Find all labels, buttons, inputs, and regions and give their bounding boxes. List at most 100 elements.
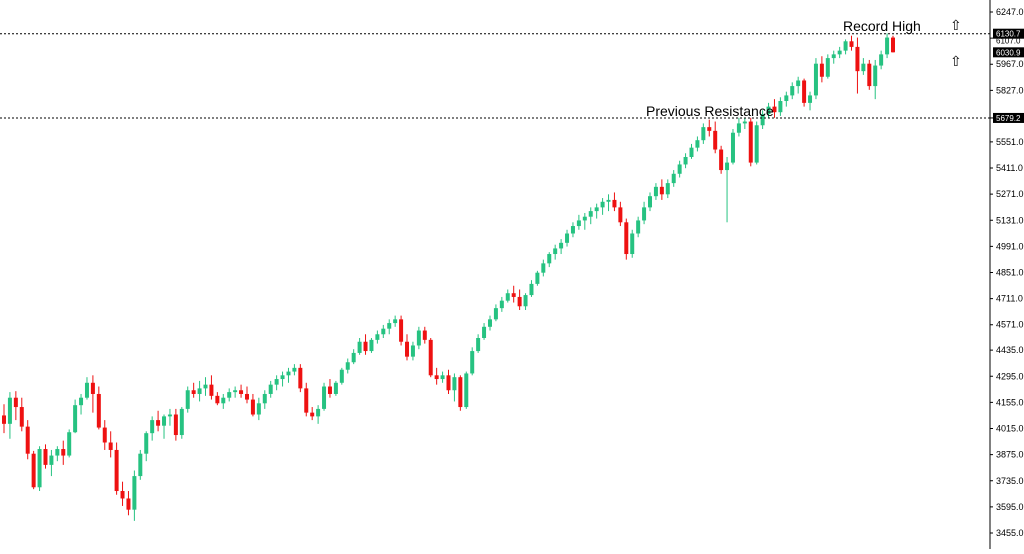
candle <box>19 397 24 432</box>
candle-body <box>713 130 718 150</box>
candle-body <box>665 183 670 195</box>
candle-body <box>405 341 410 357</box>
candle <box>730 129 735 165</box>
candle <box>725 156 730 223</box>
candle <box>410 341 415 361</box>
candle-body <box>855 46 860 72</box>
candle-body <box>381 328 386 335</box>
candle-body <box>885 37 890 55</box>
candle <box>203 377 208 396</box>
candle-body <box>209 384 214 396</box>
candle <box>707 119 712 137</box>
candle-body <box>90 382 95 394</box>
candle <box>713 121 718 154</box>
candle <box>600 198 605 215</box>
candle <box>493 304 498 322</box>
candle-body <box>570 226 575 234</box>
candle-body <box>808 95 813 103</box>
candle-body <box>565 233 570 243</box>
candle <box>250 393 255 417</box>
candle <box>885 33 890 59</box>
candle <box>446 369 451 394</box>
candle-body <box>410 345 415 357</box>
candle-body <box>221 397 226 404</box>
candle-body <box>707 127 712 131</box>
axis-tick-label: 4991.0 <box>996 241 1024 251</box>
candle-body <box>499 300 504 309</box>
candle <box>2 404 6 434</box>
candle-body <box>244 393 249 400</box>
candle <box>891 35 895 53</box>
candle <box>452 373 457 402</box>
candle-body <box>730 132 735 163</box>
candle <box>120 481 125 506</box>
candle-body <box>173 414 178 436</box>
candle-body <box>796 80 801 87</box>
candle-body <box>624 222 629 255</box>
candle <box>434 367 439 385</box>
candle-body <box>203 384 208 389</box>
candle <box>796 76 801 94</box>
candle-body <box>849 41 854 47</box>
candle <box>428 337 433 378</box>
candle-body <box>114 449 119 492</box>
candle-body <box>304 388 309 413</box>
level-price-tag <box>993 112 1024 123</box>
candle <box>784 91 789 107</box>
candle-body <box>464 373 469 408</box>
candle <box>671 170 676 187</box>
candle <box>648 192 653 212</box>
candle-body <box>191 390 196 394</box>
candle-body <box>322 386 327 409</box>
candle <box>440 371 445 383</box>
candle <box>84 377 89 400</box>
candle-body <box>819 63 824 77</box>
candle-body <box>648 196 653 208</box>
candle <box>7 392 12 439</box>
candle-body <box>659 186 664 195</box>
candle-body <box>2 415 6 424</box>
candle-body <box>150 420 155 434</box>
candle <box>25 420 30 460</box>
candle <box>867 59 872 90</box>
candle-body <box>843 41 848 51</box>
axis-tick-label: 4295.0 <box>996 371 1024 381</box>
candle-body <box>873 65 878 87</box>
candle <box>464 371 469 409</box>
candle <box>499 296 504 312</box>
candle-body <box>215 395 220 404</box>
candle-body <box>292 367 297 372</box>
candle <box>167 408 172 426</box>
candle <box>808 91 813 111</box>
candle <box>345 358 350 374</box>
candle-body <box>588 211 593 217</box>
current-price-tag <box>993 47 1024 58</box>
candle <box>553 244 558 260</box>
candle <box>114 442 119 495</box>
candle <box>772 99 777 118</box>
candle <box>316 405 321 424</box>
candle <box>49 449 54 477</box>
candle <box>79 393 84 415</box>
candle <box>156 410 161 432</box>
axis-tick-label: 3455.0 <box>996 528 1024 538</box>
candle-body <box>96 393 101 428</box>
candle <box>742 117 747 130</box>
candle-body <box>185 390 190 409</box>
candle <box>565 229 570 247</box>
candle-body <box>671 173 676 184</box>
candle <box>624 218 629 260</box>
candle-body <box>19 407 24 427</box>
candle <box>268 380 273 398</box>
candle-body <box>256 403 261 415</box>
candle-body <box>156 420 161 426</box>
candle <box>879 50 884 70</box>
axis-tick-label: 3875.0 <box>996 450 1024 460</box>
candle <box>837 46 842 59</box>
candle <box>399 315 404 346</box>
candle <box>280 371 285 387</box>
candle <box>754 121 759 165</box>
candle-body <box>719 149 724 171</box>
candle <box>132 470 137 521</box>
